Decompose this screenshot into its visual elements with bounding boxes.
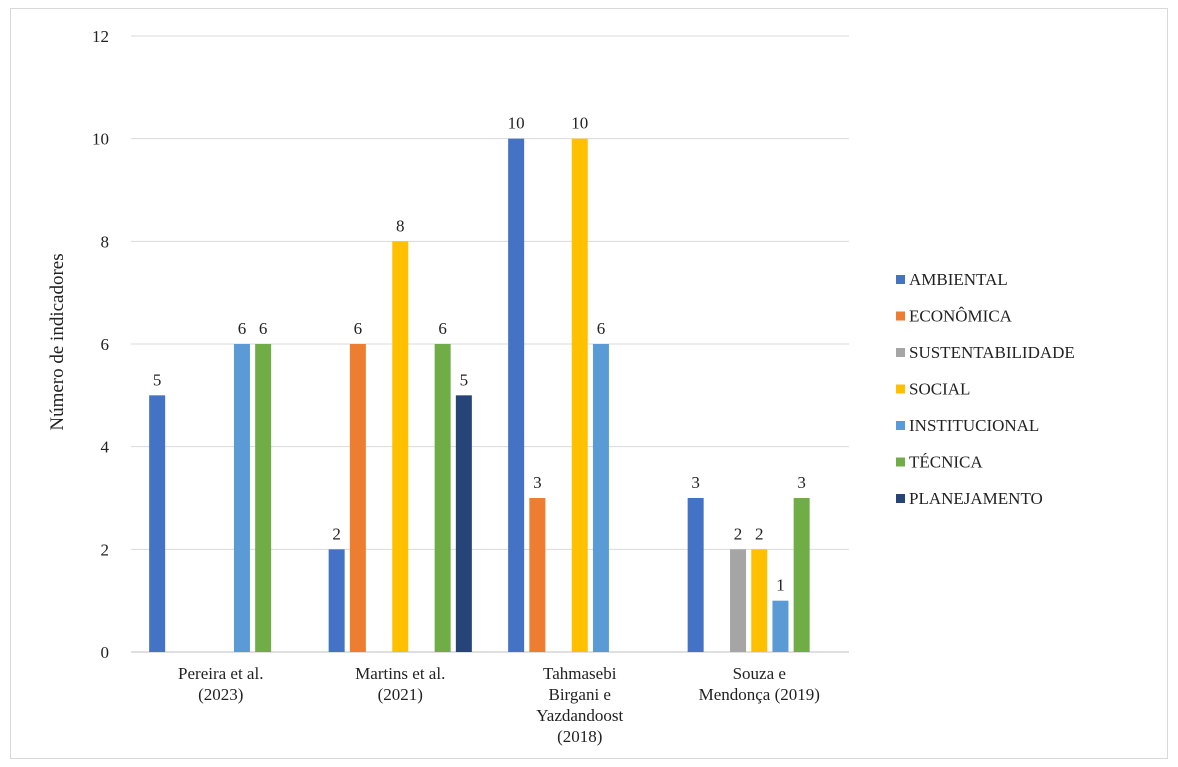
data-label: 2	[332, 524, 341, 543]
data-label: 6	[238, 319, 247, 338]
bar	[392, 241, 409, 653]
x-category-label: Martins et al. (2021)	[355, 664, 445, 704]
data-label: 6	[354, 319, 363, 338]
data-label: 6	[259, 319, 268, 338]
y-axis-ticks: 0 2 4 6 8 10 12	[92, 27, 110, 662]
bar	[233, 344, 250, 652]
bar	[529, 498, 546, 652]
y-tick-label: 4	[101, 438, 110, 457]
bar	[149, 395, 166, 652]
data-label: 1	[776, 576, 785, 595]
data-label: 5	[460, 370, 469, 389]
y-tick-label: 8	[101, 232, 110, 251]
legend-entry: SOCIAL	[909, 380, 970, 399]
legend-swatch	[896, 457, 905, 467]
y-tick-label: 6	[101, 335, 110, 354]
legend-swatch	[896, 421, 905, 430]
y-tick-label: 10	[92, 130, 109, 149]
legend-entry: SUSTENTABILIDADE	[909, 343, 1075, 362]
bar	[751, 549, 768, 652]
y-tick-label: 12	[92, 27, 109, 46]
legend-entry: PLANEJAMENTO	[909, 489, 1043, 508]
bar	[687, 498, 704, 652]
x-category-label: Tahmasebi Birgani e Yazdandoost (2018)	[536, 664, 623, 746]
data-label: 6	[597, 319, 606, 338]
legend-swatch	[896, 494, 905, 503]
legend-entry: AMBIENTAL	[909, 270, 1008, 289]
bar	[730, 549, 747, 652]
chart-frame: 0 2 4 6 8 10 12 5 6 6 2 6 8 6 5 10 3 10 6 3 2 2 1 3 Pereira et…	[10, 8, 1168, 759]
legend-swatch	[896, 311, 905, 321]
data-label: 6	[438, 319, 447, 338]
bar	[793, 498, 810, 652]
x-category-label: Souza e Mendonça (2019)	[699, 664, 820, 704]
bars	[149, 138, 810, 653]
bar	[455, 395, 472, 652]
data-label: 3	[691, 473, 700, 492]
legend-entry: TÉCNICA	[909, 453, 983, 472]
gridlines	[131, 35, 849, 653]
bar	[571, 138, 588, 652]
data-label: 10	[508, 114, 525, 133]
y-tick-label: 2	[101, 540, 110, 559]
legend-entry: ECONÔMICA	[909, 307, 1013, 326]
bar	[349, 344, 366, 652]
data-label: 2	[755, 524, 764, 543]
bar	[434, 344, 451, 652]
data-label: 3	[797, 473, 806, 492]
data-label: 8	[396, 216, 405, 235]
x-axis-categories: Pereira et al. (2023) Martins et al. (2021)…	[178, 664, 820, 746]
data-label: 2	[734, 524, 743, 543]
y-axis-label: Número de indicadores	[47, 253, 68, 430]
legend-swatch	[896, 348, 905, 357]
bar	[592, 344, 609, 652]
bar	[772, 600, 789, 652]
data-label: 5	[153, 370, 162, 389]
legend-swatch	[896, 275, 905, 284]
data-label: 10	[571, 114, 588, 133]
legend-swatch	[896, 384, 905, 394]
bar	[328, 549, 345, 652]
data-label: 3	[533, 473, 542, 492]
y-tick-label: 0	[101, 643, 110, 662]
bar	[255, 344, 272, 652]
bar	[508, 138, 525, 652]
x-category-label: Pereira et al. (2023)	[178, 664, 263, 704]
legend-entry: INSTITUCIONAL	[909, 416, 1039, 435]
legend: AMBIENTAL ECONÔMICA SUSTENTABILIDADE SOCIAL…	[896, 270, 1075, 508]
